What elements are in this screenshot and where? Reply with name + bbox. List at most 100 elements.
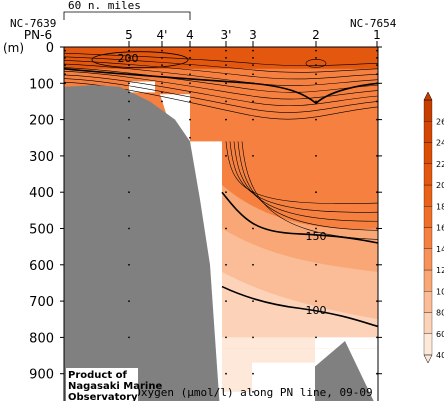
contour-label-150: 150: [306, 230, 327, 243]
station-label-5: 3: [249, 28, 257, 42]
sample-point-3-1: [189, 56, 191, 59]
colorbar-swatch-100: [423, 269, 433, 292]
sample-point-4-1: [225, 56, 227, 59]
sample-point-3-0: [189, 49, 191, 52]
sample-point-6-9: [315, 227, 317, 230]
contour-150: [221, 191, 379, 244]
do-band-top: [64, 47, 378, 69]
sample-point-5-14: [252, 390, 254, 393]
colorbar: 40 60 80 100 120 140 160 180 200 220 240 260: [423, 91, 444, 364]
sample-point-5-5: [252, 100, 254, 103]
contour-100: [221, 285, 379, 328]
y-tick-label-400: 400: [29, 186, 54, 201]
credit-line-1: Nagasaki Marine: [68, 381, 162, 392]
sample-point-6-10: [315, 263, 317, 266]
sample-point-5-2: [252, 64, 254, 67]
sample-point-5-12: [252, 336, 254, 339]
sample-point-6-11: [315, 300, 317, 302]
sample-point-1-10: [128, 191, 130, 194]
sample-point-2-5: [161, 91, 163, 94]
colorbar-label-40: 40: [436, 351, 444, 360]
sample-point-4-2: [225, 64, 227, 67]
station-id-left: NC-7639: [10, 17, 56, 30]
y-tick-label-600: 600: [29, 259, 54, 274]
y-tick-label-700: 700: [29, 295, 54, 310]
sample-point-1-0: [128, 49, 130, 52]
sample-point-6-5: [315, 100, 317, 103]
sample-point-0-2: [64, 64, 66, 67]
contour-label-200: 200: [118, 52, 139, 65]
colorbar-label-180: 180: [436, 202, 444, 211]
seafloor-topography: [64, 85, 374, 401]
sample-point-1-9: [128, 155, 130, 157]
sample-point-0-4: [64, 82, 66, 85]
sample-point-6-1: [315, 56, 317, 59]
sample-point-4-13: [225, 372, 227, 375]
colorbar-swatch-140: [423, 227, 433, 249]
sample-point-5-6: [252, 118, 254, 121]
sample-point-7-0: [376, 49, 378, 52]
y-tick-label-900: 900: [29, 368, 54, 383]
station-label-1: 5: [125, 28, 133, 42]
contour-thin-2: [63, 60, 379, 80]
contour-thin-1: [63, 56, 379, 73]
sample-point-6-6: [315, 118, 317, 121]
do-contour-lines: 200 150 100: [63, 51, 379, 328]
sample-point-3-3: [189, 73, 191, 76]
sample-point-1-1: [128, 56, 130, 59]
sample-point-0-3: [64, 73, 66, 76]
colorbar-label-120: 120: [436, 266, 444, 275]
continental-slope: [64, 85, 220, 401]
sample-point-0-1: [64, 56, 66, 59]
sample-point-3-6: [189, 100, 191, 103]
sample-point-5-3: [252, 73, 254, 76]
y-tick-label-300: 300: [29, 150, 54, 165]
sample-point-5-1: [252, 56, 254, 59]
sample-point-1-4: [128, 82, 130, 85]
sample-point-3-7: [189, 118, 191, 121]
do-band-deepest: [222, 348, 315, 392]
colorbar-swatch-160: [423, 206, 433, 228]
colorbar-swatch-260: [423, 99, 433, 122]
sample-point-7-13: [376, 372, 378, 375]
sample-point-4-4: [225, 82, 227, 85]
sample-point-6-4: [315, 82, 317, 85]
colorbar-swatch-220: [423, 142, 433, 164]
contour-thick-top: [63, 67, 379, 105]
sample-point-4-12: [225, 336, 227, 339]
station-label-3: 4: [186, 28, 194, 42]
scale-bar: [63, 11, 191, 20]
y-tick-label-100: 100: [29, 77, 54, 92]
colorbar-label-100: 100: [436, 287, 444, 296]
station-label-0: PN-6: [24, 28, 52, 42]
colorbar-arrow-top: [423, 91, 433, 101]
plot-frame: [60, 11, 382, 401]
y-tick-label-0: 0: [46, 41, 54, 56]
contour-thin-4: [63, 67, 379, 93]
sample-point-2-1: [161, 56, 163, 59]
chart-title: Dissolved Oxygen (μmol/l) along PN line,…: [68, 386, 373, 399]
sample-point-7-5: [376, 100, 378, 103]
colorbar-swatch-200: [423, 163, 433, 186]
sample-point-7-7: [376, 155, 378, 157]
colorbar-label-140: 140: [436, 245, 444, 254]
sample-point-4-11: [225, 300, 227, 302]
credit-line-0: Product of: [68, 370, 127, 381]
colorbar-label-220: 220: [436, 160, 444, 169]
sample-point-4-3: [225, 73, 227, 76]
contour-small-ring: [305, 59, 327, 68]
sample-point-4-9: [225, 227, 227, 230]
y-axis-label: (m): [3, 41, 24, 55]
sample-point-1-2: [128, 64, 130, 67]
unsampled-gap-4p: [160, 94, 190, 142]
contour-thin-5: [63, 71, 379, 100]
colorbar-swatch-180: [423, 184, 433, 207]
colorbar-label-80: 80: [436, 309, 444, 318]
sample-point-4-10: [225, 263, 227, 266]
sample-point-2-0: [161, 49, 163, 52]
sample-point-5-9: [252, 227, 254, 230]
sample-point-1-12: [128, 263, 130, 266]
sample-point-1-6: [128, 100, 130, 103]
colorbar-label-260: 260: [436, 117, 444, 126]
colorbar-label-160: 160: [436, 224, 444, 233]
